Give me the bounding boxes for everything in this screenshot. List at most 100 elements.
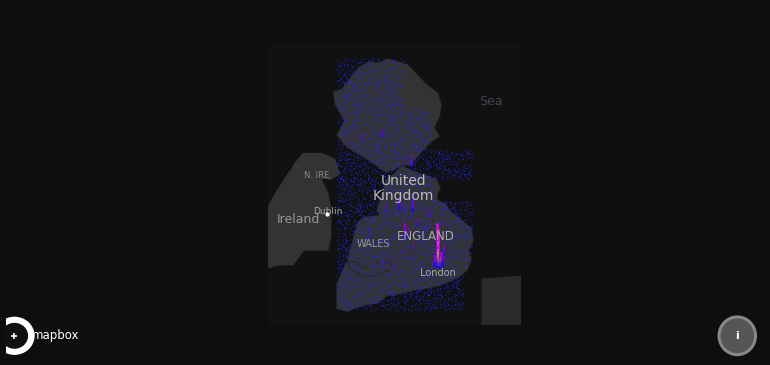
Point — [461, 227, 474, 233]
Point — [458, 166, 470, 172]
Point — [403, 125, 415, 131]
Point — [421, 203, 434, 209]
Point — [450, 230, 462, 236]
Point — [419, 139, 431, 145]
Point — [357, 70, 370, 76]
Point — [410, 153, 422, 158]
Point — [444, 306, 457, 311]
Point — [333, 246, 345, 251]
Point — [368, 178, 380, 184]
Point — [365, 231, 377, 237]
Point — [396, 182, 408, 188]
Point — [366, 80, 378, 86]
Point — [398, 300, 410, 306]
Point — [380, 208, 392, 214]
Point — [405, 263, 417, 269]
Point — [447, 261, 459, 267]
Point — [341, 256, 353, 262]
Point — [412, 198, 424, 204]
Point — [430, 199, 442, 205]
Point — [436, 152, 448, 158]
Point — [356, 111, 368, 117]
Point — [427, 182, 440, 188]
Point — [445, 272, 457, 278]
Point — [354, 205, 367, 211]
Point — [420, 122, 433, 128]
Point — [378, 82, 390, 88]
Point — [459, 249, 471, 254]
Point — [413, 155, 425, 161]
Point — [417, 145, 429, 151]
Point — [333, 105, 346, 111]
Point — [379, 239, 391, 245]
Point — [404, 161, 417, 167]
Point — [426, 243, 438, 249]
Point — [387, 155, 400, 161]
Point — [337, 233, 350, 239]
Point — [407, 192, 420, 198]
Point — [352, 76, 364, 81]
Point — [400, 180, 413, 185]
Point — [366, 261, 378, 266]
Point — [363, 233, 375, 238]
Point — [371, 199, 383, 205]
Point — [424, 118, 437, 123]
Point — [447, 235, 459, 241]
Point — [412, 156, 424, 162]
Point — [386, 57, 398, 63]
Point — [381, 213, 393, 219]
Point — [357, 149, 369, 155]
Point — [366, 238, 378, 244]
Point — [374, 157, 387, 163]
Point — [373, 56, 386, 62]
Point — [364, 135, 377, 141]
Point — [348, 277, 360, 283]
Point — [400, 193, 412, 199]
Point — [454, 233, 466, 239]
Point — [368, 69, 380, 75]
Point — [384, 191, 397, 197]
Point — [393, 272, 405, 278]
Point — [412, 192, 424, 198]
Point — [383, 250, 395, 256]
Point — [413, 202, 426, 208]
Point — [459, 253, 471, 258]
Point — [337, 257, 350, 263]
Point — [370, 284, 382, 289]
Point — [382, 93, 394, 99]
Point — [367, 295, 379, 301]
Point — [397, 218, 409, 224]
Point — [346, 141, 359, 147]
Point — [391, 254, 403, 260]
Point — [356, 199, 368, 205]
Point — [363, 237, 375, 243]
Point — [400, 299, 412, 304]
Point — [420, 234, 433, 240]
Point — [387, 124, 400, 130]
Point — [389, 212, 401, 218]
Point — [368, 170, 380, 176]
Point — [345, 225, 357, 231]
Point — [384, 169, 397, 174]
Point — [330, 160, 343, 166]
Point — [456, 299, 468, 305]
Point — [346, 178, 359, 184]
Point — [407, 265, 420, 270]
Point — [358, 145, 370, 150]
Point — [347, 84, 360, 90]
Point — [446, 205, 458, 211]
Point — [341, 275, 353, 281]
Point — [377, 176, 389, 182]
Point — [371, 200, 383, 206]
Point — [384, 142, 397, 148]
Point — [390, 242, 403, 247]
Point — [355, 229, 367, 235]
Point — [350, 163, 363, 169]
Point — [363, 246, 375, 251]
Point — [416, 114, 428, 119]
Point — [423, 141, 435, 146]
Point — [434, 248, 447, 254]
Point — [465, 258, 477, 264]
Point — [413, 297, 426, 303]
Point — [459, 255, 471, 261]
